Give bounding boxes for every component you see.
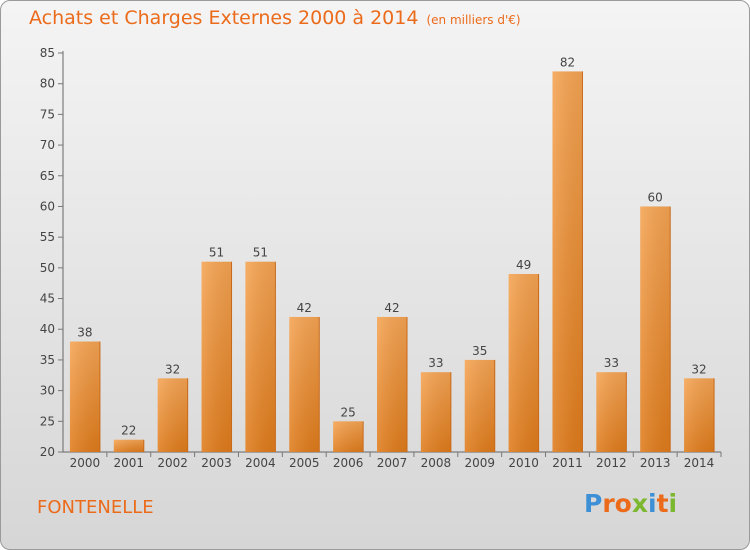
y-tick-label: 85 [40,46,55,60]
logo-letter: o [614,489,632,518]
y-tick-label: 80 [40,77,55,91]
bar-shade [157,378,188,452]
y-tick-label: 40 [40,322,55,336]
x-tick-label: 2008 [421,456,452,470]
bar-shade [464,359,495,452]
y-tick-label: 20 [40,445,55,459]
bar-value-label: 42 [297,301,312,315]
y-tick-label: 70 [40,138,55,152]
logo-letter: i [648,489,657,518]
bar-value-label: 32 [165,362,180,376]
bar-value-label: 33 [604,356,619,370]
x-tick-label: 2009 [464,456,495,470]
y-axis: 20 25 30 35 40 45 50 55 60 65 70 75 80 85 [40,46,64,459]
commune-name: FONTENELLE [37,497,154,518]
y-tick-label: 65 [40,169,55,183]
title-text: Achats et Charges Externes 2000 à 2014 [29,7,419,29]
bars [69,71,715,453]
x-tick-label: 2000 [70,456,101,470]
bar-shade [289,316,320,452]
bar-value-label: 42 [384,301,399,315]
x-tick-label: 2001 [114,456,145,470]
x-tick-label: 2014 [684,456,715,470]
bar-shade [508,273,539,452]
bar-value-label: 51 [209,246,224,260]
bar-shade [245,261,276,452]
bar-value-label: 22 [121,424,136,438]
bar-value-label: 82 [560,55,575,69]
chart-title: Achats et Charges Externes 2000 à 2014 (e… [29,7,521,29]
logo-letter: P [584,489,603,518]
bar-shade [377,316,407,452]
y-tick-label: 30 [40,384,55,398]
bar-shade [201,261,232,452]
bar-shade [333,421,364,452]
x-tick-label: 2005 [289,456,320,470]
x-tick-label: 2013 [640,456,671,470]
x-tick-label: 2011 [552,456,583,470]
y-tick-label: 75 [40,107,55,121]
logo-letter: r [602,489,615,518]
bar-shade [69,341,100,452]
logo-letter: x [631,489,648,518]
bar-value-label: 33 [428,356,443,370]
bar-shade [684,378,715,452]
x-tick-label: 2002 [157,456,188,470]
y-tick-label: 25 [40,414,55,428]
bar-shade [640,206,671,452]
bar-shade [420,372,451,452]
bar-shade [113,439,144,452]
y-tick-label: 35 [40,353,55,367]
bar-value-label: 60 [648,190,663,204]
x-tick-label: 2004 [245,456,276,470]
x-tick-label: 2012 [596,456,627,470]
x-axis: 2000 2001 2002 2003 2004 2005 2006 2007 2008 2009… [63,451,722,470]
x-tick-label: 2003 [201,456,232,470]
x-tick-label: 2010 [508,456,539,470]
y-tick-label: 55 [40,230,55,244]
y-tick-label: 60 [40,199,55,213]
bar-value-label: 35 [472,344,487,358]
bar-value-label: 51 [253,246,268,260]
proxiti-logo[interactable]: Proxiti [584,489,677,518]
bar-value-label: 49 [516,258,531,272]
bar-shade [596,372,627,452]
bar-value-label: 32 [691,362,706,376]
unit-text: (en milliers d'€) [426,13,521,27]
x-tick-label: 2007 [377,456,408,470]
y-tick-label: 45 [40,292,55,306]
bar-shade [552,71,583,453]
bar-value-label: 25 [340,405,355,419]
bar-labels: 38 22 32 51 51 42 25 42 33 35 49 82 33 60 32 [77,55,706,437]
x-tick-label: 2006 [333,456,364,470]
bar-value-label: 38 [77,326,92,340]
y-tick-label: 50 [40,261,55,275]
logo-letter: t [656,489,669,518]
logo-letter: i [668,489,678,518]
